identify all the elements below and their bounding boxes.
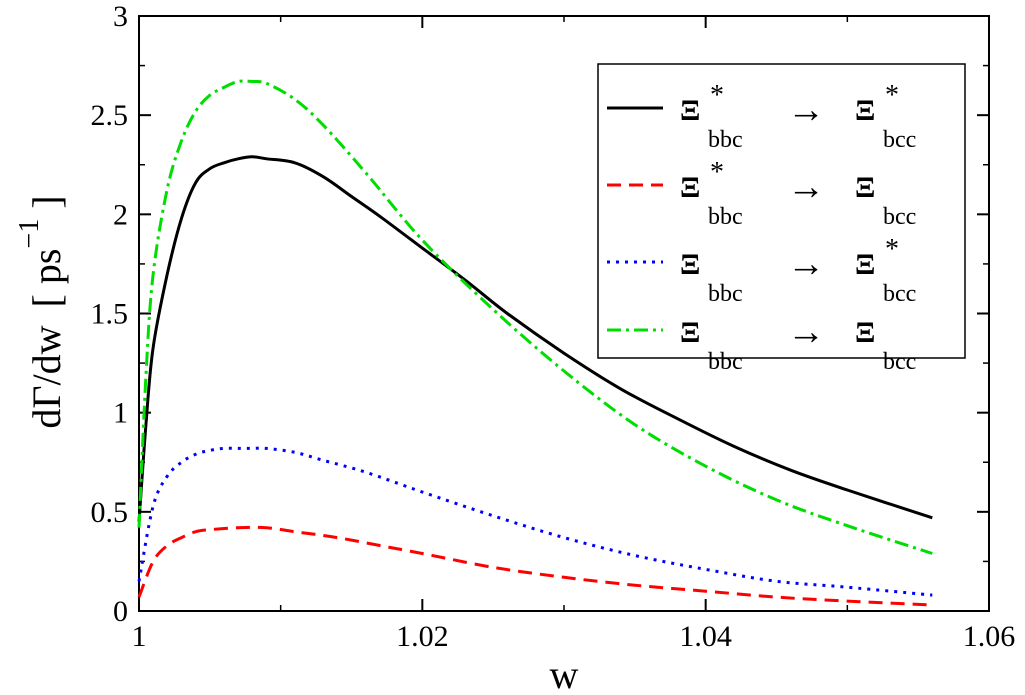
y-axis-unit-exponent: −1 [14, 219, 45, 249]
series-line-3 [137, 446, 933, 597]
y-axis-unit-open: [ ps [24, 249, 69, 308]
legend-to-subscript: bcc [883, 349, 916, 375]
legend-arrow: → [787, 89, 825, 131]
y-tick-label: 1 [113, 397, 128, 430]
x-tick-label: 1.02 [396, 620, 449, 653]
y-tick-label: 2.5 [91, 99, 129, 132]
x-tick-label: 1.04 [679, 620, 732, 653]
x-tick-label: 1 [132, 620, 147, 653]
legend-from-symbol: Ξ [680, 94, 700, 127]
legend-from-subscript: bbc [708, 281, 743, 307]
series-line-4 [137, 79, 933, 555]
y-axis-unit-close: ] [24, 195, 69, 208]
legend-from-subscript: bbc [708, 204, 743, 230]
legend-to-symbol: Ξ [855, 248, 875, 281]
legend-to-symbol: Ξ [855, 94, 875, 127]
y-axis-title: dΓ/dw [ ps−1] [14, 195, 69, 428]
legend-from-symbol: Ξ [680, 316, 700, 349]
series-line-1 [137, 155, 933, 522]
series-line-2 [137, 525, 933, 607]
legend-from-superscript: * [710, 80, 724, 111]
x-axis-title: w [550, 652, 579, 695]
legend-arrow: → [787, 166, 825, 208]
legend-from-subscript: bbc [708, 127, 743, 153]
legend-box [597, 63, 966, 359]
y-tick-label: 0 [113, 595, 128, 628]
legend-from-symbol: Ξ [680, 248, 700, 281]
legend-from-superscript: * [710, 157, 724, 188]
y-tick-label: 2 [113, 198, 128, 231]
legend-arrow: → [787, 243, 825, 285]
legend-entry-1: Ξ * bbc → Ξ * bcc [607, 80, 916, 153]
legend-from-subscript: bbc [708, 349, 743, 375]
legend-to-symbol: Ξ [855, 316, 875, 349]
y-tick-label: 1.5 [91, 298, 129, 331]
series-lines [137, 79, 933, 607]
legend-to-superscript: * [885, 234, 899, 265]
legend-to-symbol: Ξ [855, 171, 875, 204]
y-axis-label-main: dΓ/dw [24, 325, 69, 428]
legend-to-subscript: bcc [883, 281, 916, 307]
y-tick-label: 3 [113, 0, 128, 33]
legend-to-subscript: bcc [883, 204, 916, 230]
axis-ticks: 1 1.02 1.04 1.06 0 0.5 1 1.5 2 2.5 3 [91, 0, 1016, 653]
svg-text:dΓ/dw[ ps−1]: dΓ/dw [ ps−1] [14, 195, 69, 428]
legend-arrow: → [787, 311, 825, 353]
legend-to-subscript: bcc [883, 127, 916, 153]
legend-from-symbol: Ξ [680, 171, 700, 204]
legend-to-superscript: * [885, 80, 899, 111]
y-tick-label: 0.5 [91, 496, 129, 529]
x-tick-label: 1.06 [963, 620, 1016, 653]
